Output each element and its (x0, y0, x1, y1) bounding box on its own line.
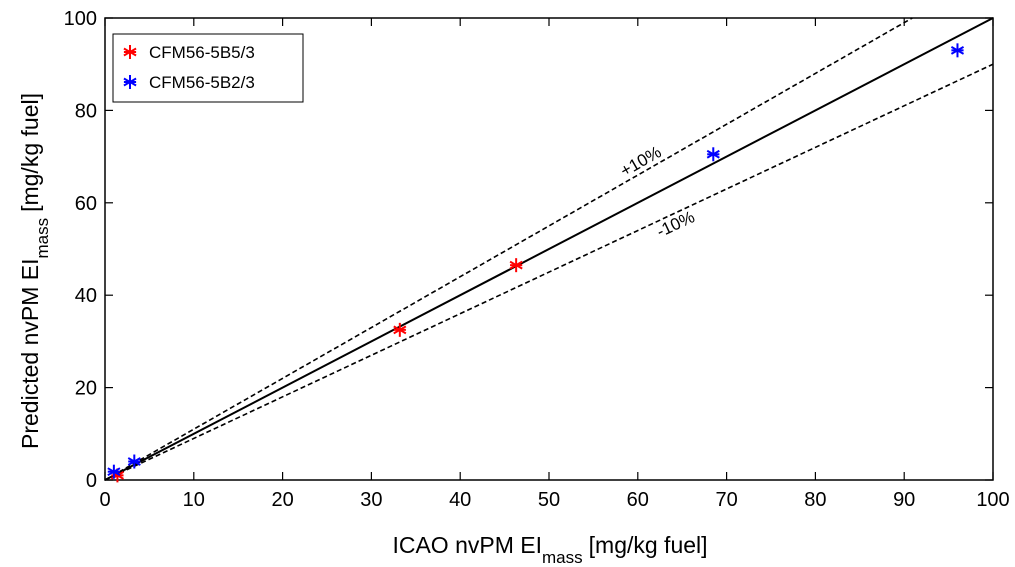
x-tick-label: 70 (715, 489, 737, 511)
y-tick-label: 100 (64, 8, 97, 30)
x-axis-label: ICAO nvPM EImass [mg/kg fuel] (392, 532, 707, 567)
reference-line-plus-10 (104, 17, 913, 481)
x-tick-label: 60 (627, 489, 649, 511)
x-tick-label: 0 (99, 489, 110, 511)
x-tick-label: 50 (538, 489, 560, 511)
legend-label: CFM56-5B2/3 (149, 73, 255, 92)
x-tick-label: 100 (976, 489, 1009, 511)
y-tick-label: 0 (86, 470, 97, 492)
x-tick-label: 30 (360, 489, 382, 511)
legend: CFM56-5B5/3 CFM56-5B2/3 (112, 33, 304, 103)
x-tick-label: 80 (804, 489, 826, 511)
one-to-one-line (104, 17, 994, 481)
y-tick-label: 40 (75, 285, 97, 307)
legend-marker (123, 75, 137, 89)
y-tick-label: 20 (75, 378, 97, 400)
legend-label: CFM56-5B5/3 (149, 43, 255, 62)
point-cfm56-5b2-3 (950, 43, 965, 58)
line-annotation: +10% (617, 142, 665, 180)
y-tick-label: 80 (75, 100, 97, 122)
axis-ticks: 0 10 20 30 40 50 60 70 80 90 100 0 20 40 60 80 100 (64, 8, 1010, 511)
data-points (107, 43, 965, 483)
y-tick-label: 60 (75, 193, 97, 215)
x-tick-label: 90 (893, 489, 915, 511)
x-tick-label: 10 (183, 489, 205, 511)
point-cfm56-5b5-3 (509, 258, 523, 273)
line-annotation: -10% (654, 207, 698, 241)
point-cfm56-5b2-3 (107, 464, 121, 479)
reference-line-minus-10 (104, 63, 994, 481)
legend-marker (123, 45, 137, 59)
legend-box (112, 33, 304, 103)
point-cfm56-5b2-3 (706, 147, 720, 162)
x-tick-label: 40 (449, 489, 471, 511)
x-tick-label: 20 (271, 489, 293, 511)
point-cfm56-5b5-3 (393, 322, 407, 337)
point-cfm56-5b2-3 (127, 454, 141, 469)
y-axis-label: Predicted nvPM EImass[mg/kg fuel] (17, 93, 52, 449)
reference-lines (104, 17, 994, 481)
